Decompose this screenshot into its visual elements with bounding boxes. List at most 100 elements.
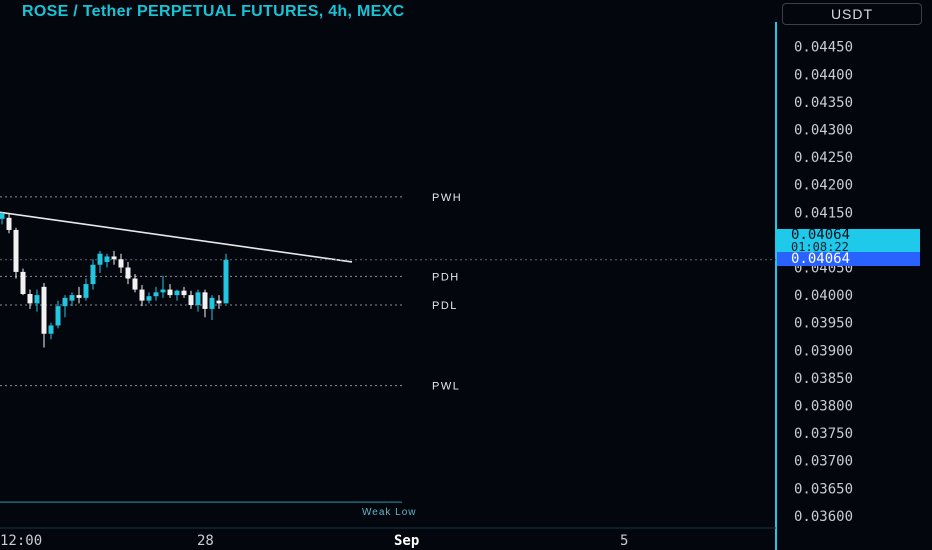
level-label-pwl: PWL [432,381,460,393]
candle[interactable] [97,250,103,274]
candle-body [160,289,166,293]
candle-body [139,289,145,301]
candle-body [97,253,103,265]
candle-body [41,286,47,334]
currency-button[interactable]: USDT [782,3,922,25]
time-axis[interactable]: 12:00 28 Sep 5 [0,533,628,549]
candle-body [188,295,194,306]
candle-body [34,295,40,304]
candle[interactable] [41,282,47,348]
current-price-tag: 0.04064 01:08:22 [777,226,920,254]
candle-body [20,271,26,295]
level-label-pdh: PDH [432,271,460,283]
price-tick-label: 0.03850 [794,371,853,387]
candle[interactable] [153,286,159,301]
candle-body [6,217,12,230]
candle-body [153,292,159,297]
candle[interactable] [13,227,19,279]
last-price-tag: 0.04064 [777,251,920,266]
price-tick-label: 0.04000 [794,288,853,304]
candle-body [132,278,138,290]
candle[interactable] [20,268,26,296]
candle-body [195,292,201,306]
candle[interactable] [6,213,12,234]
price-tick-label: 0.04450 [794,40,853,56]
candle[interactable] [195,289,201,312]
price-tick-label: 0.04350 [794,95,853,111]
candle[interactable] [55,300,61,329]
candle-body [69,295,75,301]
time-tick-label: 5 [620,533,628,549]
time-tick-label: 28 [197,533,214,549]
chart-title: ROSE / Tether PERPETUAL FUTURES, 4h, MEX… [22,3,405,20]
candle[interactable] [209,295,215,320]
price-tick-label: 0.04250 [794,150,853,166]
candle-body [216,300,222,304]
candle[interactable] [0,212,5,225]
bar-countdown: 01:08:22 [791,239,849,254]
price-tick-label: 0.03900 [794,343,853,359]
candle-body [146,296,152,301]
candle-body [181,290,187,296]
candle[interactable] [160,275,166,298]
level-label-pwh: PWH [432,192,462,204]
candle[interactable] [223,253,229,304]
current-price-value: 0.04064 [791,226,851,243]
candle[interactable] [118,253,124,274]
price-tick-label: 0.03700 [794,454,853,470]
candle[interactable] [146,292,152,304]
candle[interactable] [83,278,89,301]
candle-body [118,259,124,268]
candle[interactable] [111,250,117,265]
candle[interactable] [132,274,138,293]
price-tick-label: 0.03750 [794,426,853,442]
trendline[interactable] [0,211,353,263]
candle[interactable] [181,286,187,298]
candle[interactable] [188,290,194,309]
candle-body [48,325,54,334]
candle-body [55,306,61,326]
candle-body [104,256,110,262]
candle-body [62,297,68,307]
price-tick-label: 0.03950 [794,316,853,332]
candles [0,212,229,348]
candle[interactable] [216,295,222,309]
candle[interactable] [202,289,208,318]
candle-body [125,267,131,279]
candle[interactable] [139,285,145,307]
candle-body [167,289,173,296]
candle[interactable] [48,322,54,340]
candle-body [76,295,82,298]
candle[interactable] [76,286,82,304]
time-tick-label: 12:00 [0,533,42,549]
candle-body [83,284,89,298]
time-tick-label: Sep [394,533,419,549]
candle[interactable] [104,253,110,268]
weak-low-label: Weak Low [362,507,417,518]
candle-body [174,290,180,296]
price-tick-label: 0.03600 [794,509,853,525]
price-tick-label: 0.03800 [794,399,853,415]
candle[interactable] [62,295,68,318]
candle[interactable] [174,289,180,301]
price-tick-label: 0.04200 [794,178,853,194]
candle-body [111,256,117,260]
candle[interactable] [27,289,33,309]
candle-body [27,294,33,304]
candle-body [13,229,19,272]
price-tick-label: 0.04300 [794,122,853,138]
candle-body [90,264,96,285]
level-label-pdl: PDL [432,300,458,312]
price-tick-label: 0.04400 [794,67,853,83]
candle[interactable] [34,289,40,312]
candle[interactable] [90,259,96,290]
candle[interactable] [125,261,131,285]
candle[interactable] [167,284,173,298]
price-tick-label: 0.04150 [794,205,853,221]
candle-body [0,213,5,219]
candle-body [223,259,229,304]
candle[interactable] [69,292,75,307]
price-tick-label: 0.03650 [794,481,853,497]
